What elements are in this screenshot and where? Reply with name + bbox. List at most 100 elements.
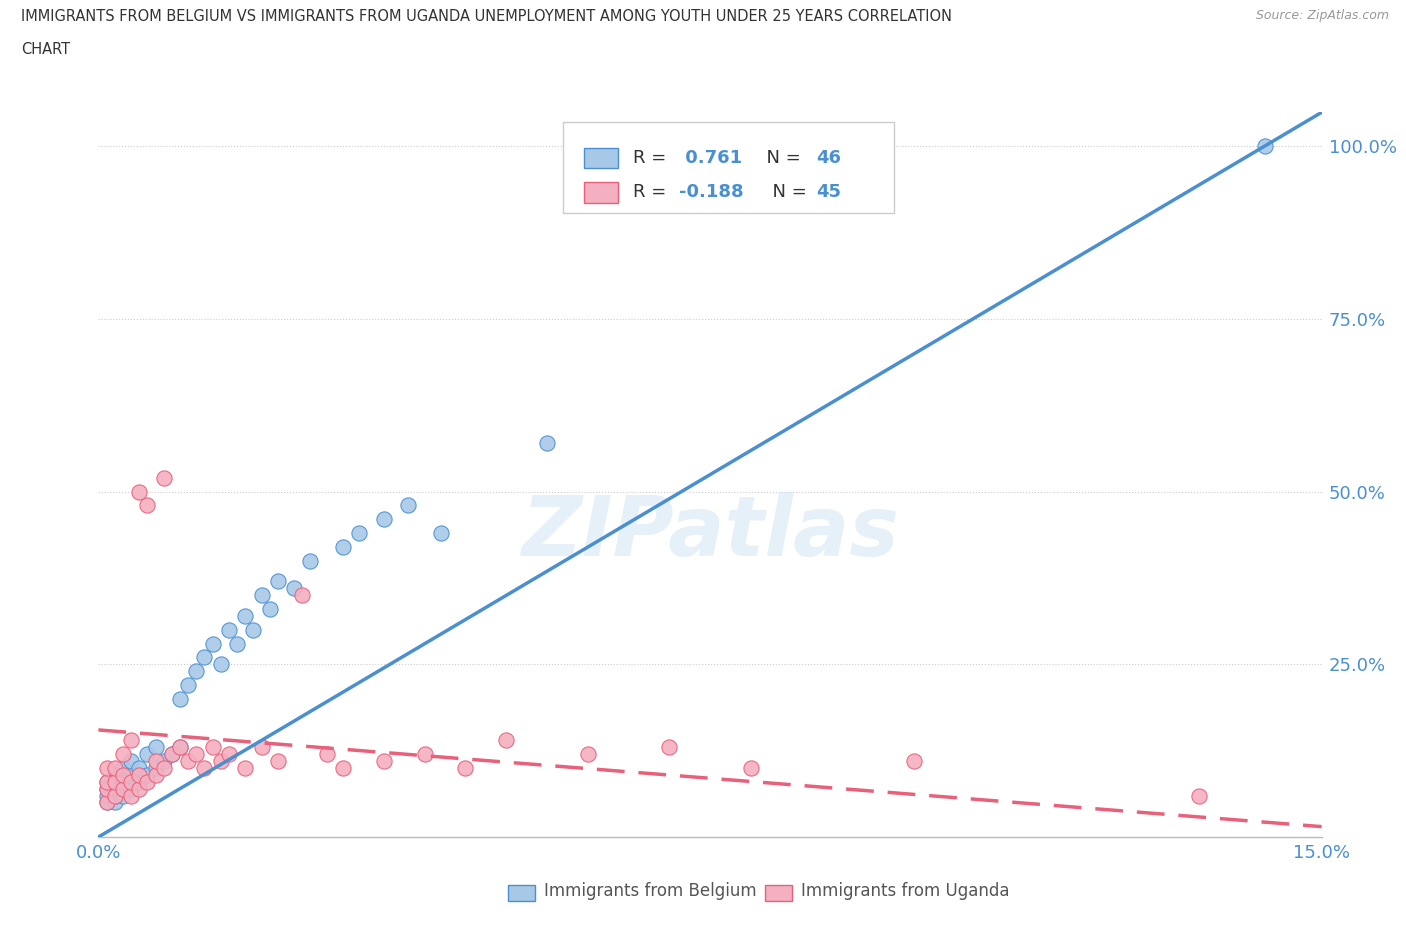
Point (96, 775, 118, 790)
Point (250, 588, 273, 603)
Point (332, 761, 354, 776)
Point (128, 767, 150, 782)
Point (128, 781, 150, 796)
Point (120, 733, 142, 748)
Point (454, 761, 477, 776)
Point (169, 739, 191, 754)
Point (96, 788, 118, 803)
Point (193, 650, 215, 665)
Point (111, 781, 134, 796)
Point (104, 781, 127, 796)
Point (186, 747, 208, 762)
Point (120, 753, 142, 768)
Text: Immigrants from Uganda: Immigrants from Uganda (800, 883, 1010, 900)
Point (111, 775, 134, 790)
Point (413, 747, 436, 762)
Point (283, 581, 305, 596)
Point (267, 753, 290, 768)
Text: IMMIGRANTS FROM BELGIUM VS IMMIGRANTS FROM UGANDA UNEMPLOYMENT AMONG YOUTH UNDER: IMMIGRANTS FROM BELGIUM VS IMMIGRANTS FR… (21, 9, 952, 24)
Point (96, 761, 118, 776)
Y-axis label: Unemployment Among Youth under 25 years: Unemployment Among Youth under 25 years (0, 302, 7, 646)
FancyBboxPatch shape (765, 884, 792, 901)
Point (111, 788, 134, 803)
Point (209, 657, 232, 671)
Point (373, 512, 395, 526)
Text: R =: R = (633, 183, 672, 202)
Point (315, 747, 337, 762)
Point (111, 781, 134, 796)
Point (160, 747, 183, 762)
Point (96, 795, 118, 810)
FancyBboxPatch shape (583, 182, 619, 203)
Point (96, 775, 118, 790)
Point (233, 761, 256, 776)
Point (536, 436, 558, 451)
Point (169, 739, 191, 754)
Point (658, 739, 681, 754)
Point (218, 622, 240, 637)
Point (111, 761, 134, 776)
Point (128, 761, 150, 776)
Point (373, 753, 395, 768)
Point (136, 498, 159, 512)
Text: Immigrants from Belgium: Immigrants from Belgium (544, 883, 756, 900)
Point (218, 747, 240, 762)
Point (226, 636, 249, 651)
Text: N =: N = (755, 150, 807, 167)
Text: R =: R = (633, 150, 672, 167)
Point (104, 761, 127, 776)
Point (120, 767, 142, 782)
Point (128, 485, 150, 499)
Point (152, 753, 174, 768)
Point (136, 747, 159, 762)
Point (111, 747, 134, 762)
Point (332, 539, 354, 554)
Point (299, 553, 322, 568)
Point (576, 747, 599, 762)
Text: Source: ZipAtlas.com: Source: ZipAtlas.com (1256, 9, 1389, 22)
Point (250, 739, 273, 754)
Point (145, 767, 167, 782)
FancyBboxPatch shape (583, 148, 619, 168)
Text: 0.761: 0.761 (679, 150, 742, 167)
Point (1253, 139, 1275, 153)
Point (136, 775, 159, 790)
Point (104, 775, 127, 790)
Point (291, 588, 314, 603)
Point (104, 788, 127, 803)
Point (186, 664, 208, 679)
Point (495, 733, 517, 748)
Point (152, 471, 174, 485)
Point (111, 767, 134, 782)
Point (233, 608, 256, 623)
Point (96, 781, 118, 796)
Point (242, 622, 264, 637)
Point (152, 761, 174, 776)
Point (903, 753, 925, 768)
Point (96, 781, 118, 796)
Point (177, 678, 200, 693)
Point (120, 781, 142, 796)
Point (104, 795, 127, 810)
Text: -0.188: -0.188 (679, 183, 744, 202)
Text: N =: N = (762, 183, 813, 202)
Point (120, 775, 142, 790)
Point (396, 498, 419, 512)
Point (740, 761, 762, 776)
Point (145, 739, 167, 754)
Point (104, 767, 127, 782)
Point (104, 788, 127, 803)
Point (349, 525, 371, 540)
Point (177, 753, 200, 768)
Point (1188, 788, 1211, 803)
Text: CHART: CHART (21, 42, 70, 57)
Point (128, 775, 150, 790)
Point (136, 767, 159, 782)
Text: ZIPatlas: ZIPatlas (522, 492, 898, 573)
Point (209, 753, 232, 768)
Point (267, 574, 290, 589)
Text: 46: 46 (817, 150, 841, 167)
Point (120, 788, 142, 803)
Text: 45: 45 (817, 183, 841, 202)
Point (193, 761, 215, 776)
